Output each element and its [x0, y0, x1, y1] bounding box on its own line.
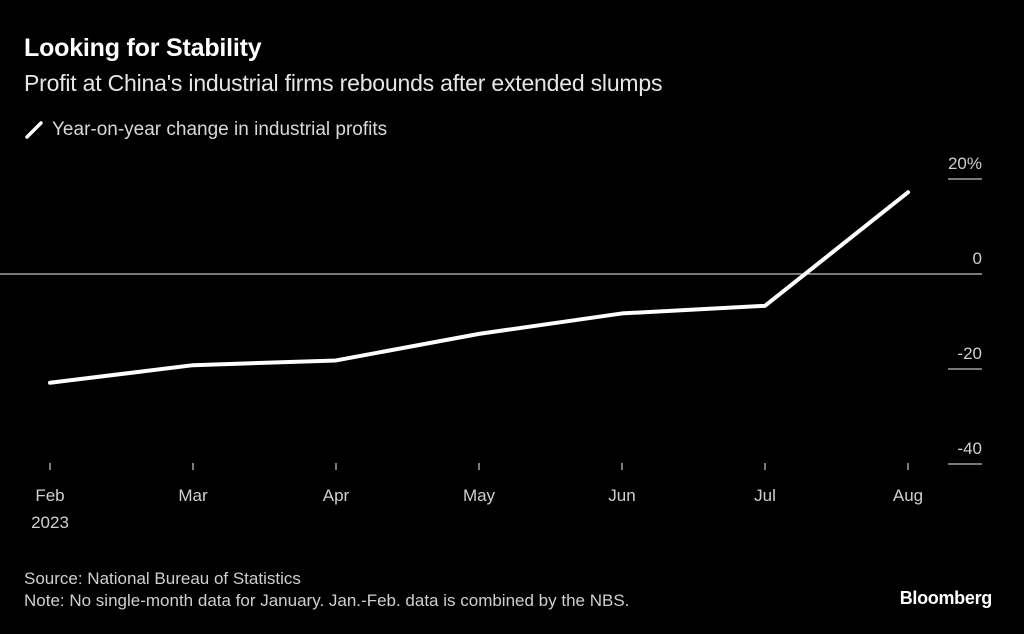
- x-tick-label: Mar: [178, 486, 208, 505]
- source-note: Source: National Bureau of Statistics: [24, 569, 301, 588]
- legend: Year-on-year change in industrial profit…: [24, 119, 387, 141]
- y-tick-label: -40: [957, 439, 982, 458]
- x-tick-label: May: [463, 486, 496, 505]
- data-note: Note: No single-month data for January. …: [24, 591, 630, 610]
- x-tick-label: Jul: [754, 486, 776, 505]
- x-axis: Feb 2023 Mar Apr May Jun Jul Aug: [31, 463, 923, 532]
- y-tick-label: -20: [957, 344, 982, 363]
- series-layer: [48, 190, 910, 385]
- x-tick-label: Feb: [35, 486, 64, 505]
- x-tick-label: Aug: [893, 486, 923, 505]
- bloomberg-logo: Bloomberg: [899, 588, 993, 608]
- chart-title: Looking for Stability: [24, 34, 262, 62]
- footer: Source: National Bureau of Statistics No…: [24, 568, 629, 612]
- chart-subtitle: Profit at China's industrial firms rebou…: [24, 70, 663, 96]
- legend-label: Year-on-year change in industrial profit…: [52, 119, 388, 140]
- x-tick-label: Jun: [608, 486, 635, 505]
- y-tick-label: 0: [973, 249, 982, 268]
- x-tick-label: Apr: [323, 486, 350, 505]
- x-tick-sublabel: 2023: [31, 513, 69, 532]
- legend-line-icon: [25, 121, 43, 139]
- y-tick-label: 20%: [948, 154, 982, 173]
- series-line: [48, 190, 910, 385]
- y-axis: 20% 0 -20 -40: [0, 154, 982, 465]
